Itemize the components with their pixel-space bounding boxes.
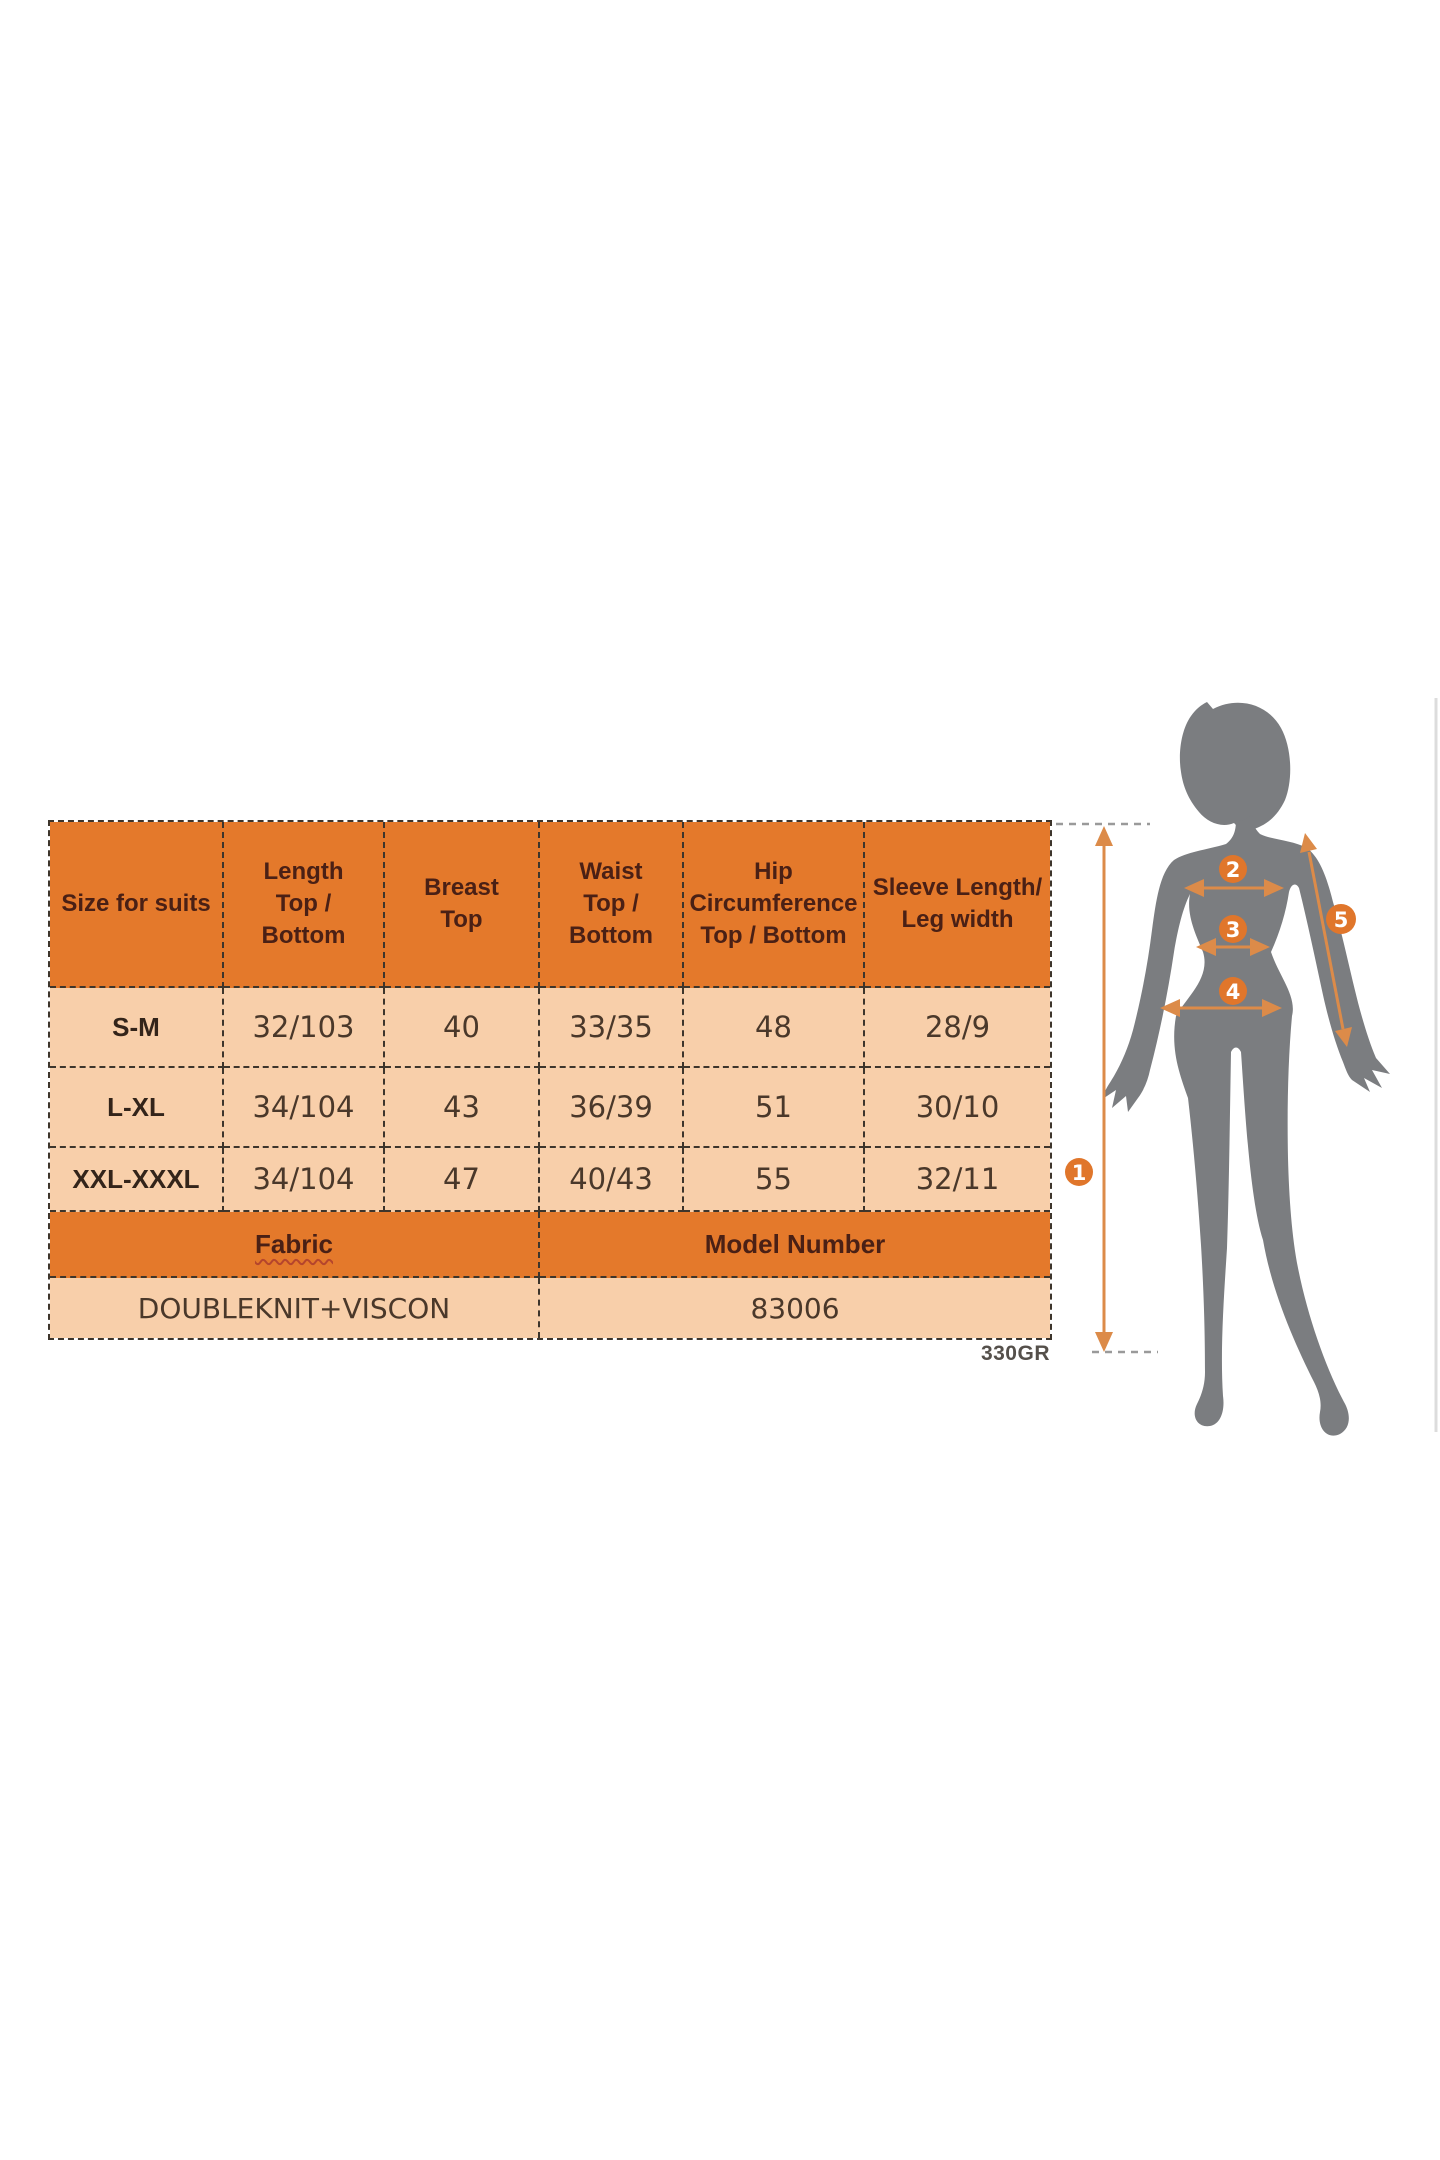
fabric-value-cell: DOUBLEKNIT+VISCON [50,1278,540,1338]
marker-1-circle [1065,1158,1093,1186]
table-cell: 48 [684,988,865,1068]
marker-3: 3 [1219,915,1247,943]
header-label: Hip Circumference Top / Bottom [689,858,858,949]
woman-silhouette-icon [1103,702,1390,1436]
model-number-label: Model Number [704,1228,886,1259]
table-cell: 40/43 [540,1148,684,1212]
marker-3-circle [1219,915,1247,943]
header-label: Breast Top [424,874,499,933]
marker-2-circle [1219,855,1247,883]
table-cell: 43 [385,1068,540,1148]
table-cell: 30/10 [865,1068,1050,1148]
weight-note: 330GR [980,1342,1050,1365]
fabric-header-cell: Fabric [50,1212,540,1278]
header-cell-breast: Breast Top [385,822,540,988]
model-value-cell: 83006 [540,1278,1050,1338]
table-cell: 33/35 [540,988,684,1068]
table-cell: 55 [684,1148,865,1212]
height-arrow [1095,826,1113,1352]
fabric-value: DOUBLEKNIT+VISCON [137,1291,451,1325]
marker-2: 2 [1219,855,1247,883]
header-label: Length Top / Bottom [261,858,346,949]
table-cell: 32/11 [865,1148,1050,1212]
marker-5-number: 5 [1334,908,1349,932]
header-label: Sleeve Length/ Leg width [872,874,1043,933]
table-cell: 32/103 [224,988,385,1068]
header-cell-size: Size for suits [50,822,224,988]
header-label: Waist Top / Bottom [569,858,653,949]
model-header-cell: Model Number [540,1212,1050,1278]
table-row-label: XXL-XXXL [50,1148,224,1212]
table-cell: 40 [385,988,540,1068]
marker-1: 1 [1065,1158,1093,1186]
table-cell: 47 [385,1148,540,1212]
marker-2-number: 2 [1226,858,1241,882]
model-number-value: 83006 [750,1291,840,1325]
marker-5: 5 [1326,904,1356,934]
table-cell: 51 [684,1068,865,1148]
marker-3-number: 3 [1226,918,1241,942]
size-table: Size for suits Length Top / Bottom Breas… [48,820,1052,1340]
header-cell-waist: Waist Top / Bottom [540,822,684,988]
bust-arrow [1184,879,1284,897]
waist-arrow [1196,938,1270,956]
table-row-label: S-M [50,988,224,1068]
fabric-label: Fabric [254,1228,334,1259]
header-cell-length: Length Top / Bottom [224,822,385,988]
marker-4-circle [1219,977,1247,1005]
hip-arrow [1160,999,1282,1017]
header-label: Size for suits [61,890,211,918]
table-cell: 36/39 [540,1068,684,1148]
header-cell-hip: Hip Circumference Top / Bottom [684,822,865,988]
sleeve-arrow [1300,833,1352,1047]
header-cell-sleeve: Sleeve Length/ Leg width [865,822,1050,988]
marker-1-number: 1 [1072,1161,1087,1185]
marker-5-circle [1326,904,1356,934]
marker-4-number: 4 [1226,980,1241,1004]
table-cell: 34/104 [224,1148,385,1212]
table-cell: 28/9 [865,988,1050,1068]
table-row-label: L-XL [50,1068,224,1148]
marker-4: 4 [1219,977,1247,1005]
table-cell: 34/104 [224,1068,385,1148]
